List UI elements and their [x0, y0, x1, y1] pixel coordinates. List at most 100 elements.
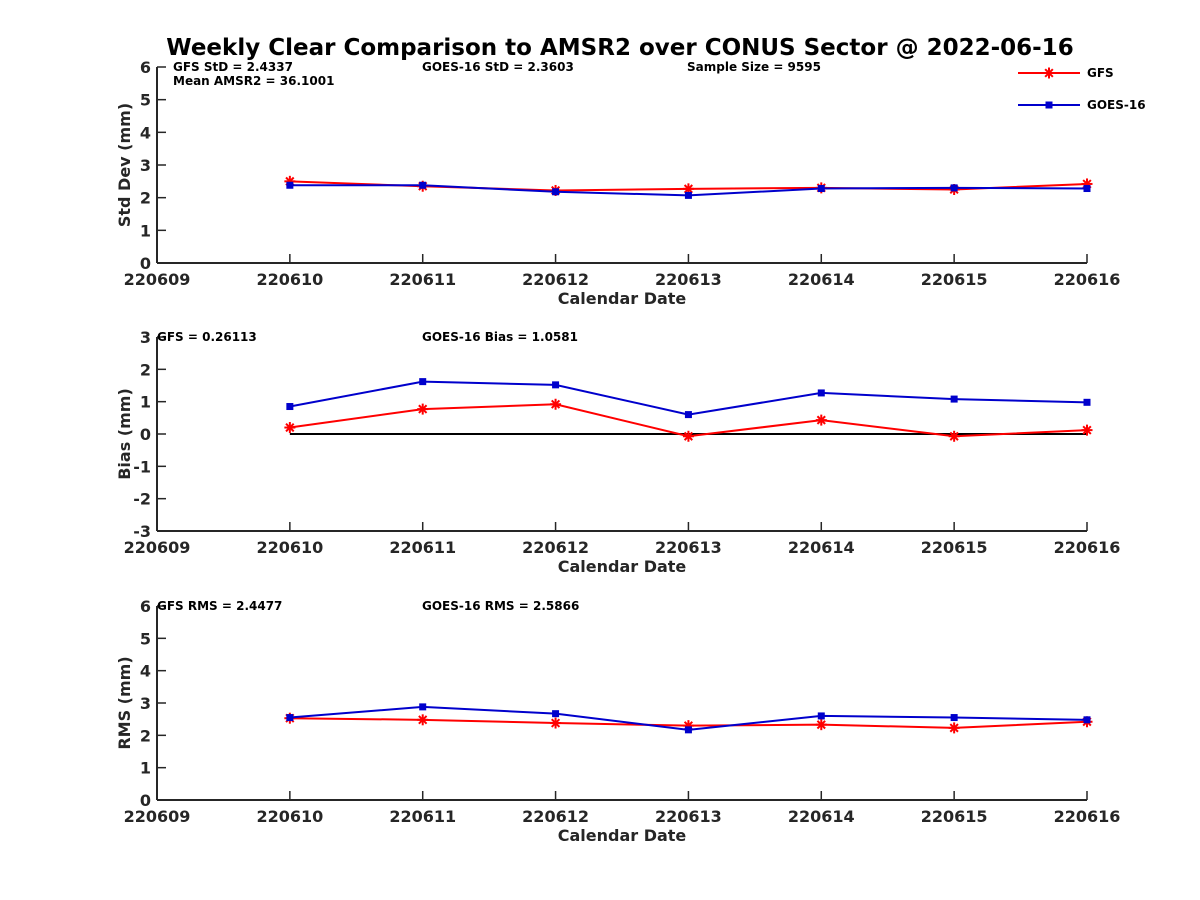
- y-tick-label: 2: [140, 726, 151, 745]
- x-tick-label: 220609: [124, 538, 191, 557]
- data-point-goes: [684, 411, 692, 419]
- y-tick-label: 0: [140, 254, 151, 273]
- legend-marker-goes: [1045, 101, 1053, 109]
- data-point-goes: [419, 378, 427, 386]
- data-point-gfs: [1081, 424, 1093, 436]
- y-tick-label: 1: [140, 759, 151, 778]
- data-point-goes: [817, 712, 825, 720]
- stat-annotation: GOES-16 StD = 2.3603: [422, 60, 574, 74]
- stat-annotation: Mean AMSR2 = 36.1001: [173, 74, 334, 88]
- y-axis-label: Bias (mm): [115, 388, 134, 480]
- x-tick-label: 220616: [1054, 807, 1121, 826]
- y-tick-label: 6: [140, 58, 151, 77]
- x-tick-label: 220615: [921, 807, 988, 826]
- x-tick-label: 220609: [124, 807, 191, 826]
- series-line-goes: [289, 380, 1088, 416]
- data-point-goes: [552, 381, 560, 389]
- data-point-gfs: [815, 719, 827, 731]
- y-axis-label: Std Dev (mm): [115, 103, 134, 227]
- data-point-gfs: [284, 422, 296, 434]
- data-point-goes: [419, 181, 427, 189]
- legend: GFS GOES-16: [1018, 66, 1146, 112]
- y-tick-label: 4: [140, 662, 151, 681]
- legend-label-gfs: GFS: [1087, 66, 1114, 80]
- x-tick-label: 220610: [256, 807, 323, 826]
- x-tick-label: 220613: [655, 270, 722, 289]
- data-point-goes: [419, 703, 427, 711]
- stat-annotation: GOES-16 RMS = 2.5866: [422, 599, 579, 613]
- y-tick-label: 1: [140, 393, 151, 412]
- x-tick-label: 220612: [522, 270, 589, 289]
- stat-annotation: Sample Size = 9595: [687, 60, 821, 74]
- x-tick-label: 220612: [522, 807, 589, 826]
- data-point-goes: [950, 714, 958, 722]
- data-point-gfs: [417, 714, 429, 726]
- legend-marker-gfs: [1043, 67, 1055, 79]
- data-point-gfs: [550, 398, 562, 410]
- data-point-goes: [552, 188, 560, 196]
- x-tick-label: 220610: [256, 270, 323, 289]
- x-axis-label: Calendar Date: [558, 557, 687, 576]
- x-tick-label: 220614: [788, 270, 855, 289]
- y-tick-label: -3: [133, 522, 151, 541]
- y-tick-label: 2: [140, 189, 151, 208]
- x-axis-label: Calendar Date: [558, 826, 687, 845]
- stat-annotation: GFS = 0.26113: [157, 330, 257, 344]
- y-tick-label: 4: [140, 123, 151, 142]
- x-tick-label: 220614: [788, 807, 855, 826]
- data-point-gfs: [948, 722, 960, 734]
- data-point-goes: [684, 726, 692, 734]
- data-point-goes: [817, 389, 825, 397]
- x-axis-label: Calendar Date: [558, 289, 687, 308]
- y-tick-label: 5: [140, 629, 151, 648]
- data-point-gfs: [682, 430, 694, 442]
- stat-annotation: GFS StD = 2.4337: [173, 60, 293, 74]
- x-tick-label: 220613: [655, 807, 722, 826]
- y-tick-label: 3: [140, 156, 151, 175]
- data-point-goes: [684, 191, 692, 199]
- data-point-goes: [950, 184, 958, 192]
- data-point-gfs: [417, 403, 429, 415]
- legend-label-goes: GOES-16: [1087, 98, 1146, 112]
- data-point-gfs: [815, 414, 827, 426]
- y-tick-label: 6: [140, 597, 151, 616]
- x-tick-label: 220615: [921, 538, 988, 557]
- data-point-goes: [286, 714, 294, 722]
- x-tick-label: 220613: [655, 538, 722, 557]
- data-point-goes: [1083, 716, 1091, 724]
- x-tick-label: 220614: [788, 538, 855, 557]
- y-tick-label: -2: [133, 490, 151, 509]
- data-point-goes: [552, 710, 560, 718]
- y-tick-label: 0: [140, 425, 151, 444]
- y-tick-label: 1: [140, 221, 151, 240]
- x-tick-label: 220609: [124, 270, 191, 289]
- data-point-goes: [1083, 185, 1091, 193]
- y-axis-label: RMS (mm): [115, 656, 134, 749]
- x-tick-label: 220616: [1054, 538, 1121, 557]
- y-tick-label: 5: [140, 91, 151, 110]
- data-point-goes: [1083, 398, 1091, 406]
- x-tick-label: 220610: [256, 538, 323, 557]
- data-point-goes: [950, 395, 958, 403]
- panel-2: -3 -2 -1 0 1 2 3 220609 220610 220611 220612 220613…: [115, 328, 1120, 576]
- x-tick-label: 220616: [1054, 270, 1121, 289]
- data-point-gfs: [948, 430, 960, 442]
- stat-annotation: GFS RMS = 2.4477: [157, 599, 282, 613]
- y-tick-label: -1: [133, 457, 151, 476]
- x-tick-label: 220611: [389, 270, 456, 289]
- x-tick-label: 220612: [522, 538, 589, 557]
- y-tick-label: 0: [140, 791, 151, 810]
- data-point-goes: [286, 403, 294, 411]
- y-tick-label: 3: [140, 694, 151, 713]
- x-tick-label: 220611: [389, 807, 456, 826]
- x-tick-label: 220611: [389, 538, 456, 557]
- x-tick-label: 220615: [921, 270, 988, 289]
- y-tick-label: 3: [140, 328, 151, 347]
- y-tick-label: 2: [140, 360, 151, 379]
- chart-title: Weekly Clear Comparison to AMSR2 over CO…: [166, 35, 1073, 61]
- panel-1: Weekly Clear Comparison to AMSR2 over CO…: [115, 35, 1146, 308]
- stat-annotation: GOES-16 Bias = 1.0581: [422, 330, 578, 344]
- panel-3: 0 1 2 3 4 5 6 220609 220610 220611 220612 220613 220…: [115, 597, 1120, 845]
- data-point-goes: [286, 181, 294, 189]
